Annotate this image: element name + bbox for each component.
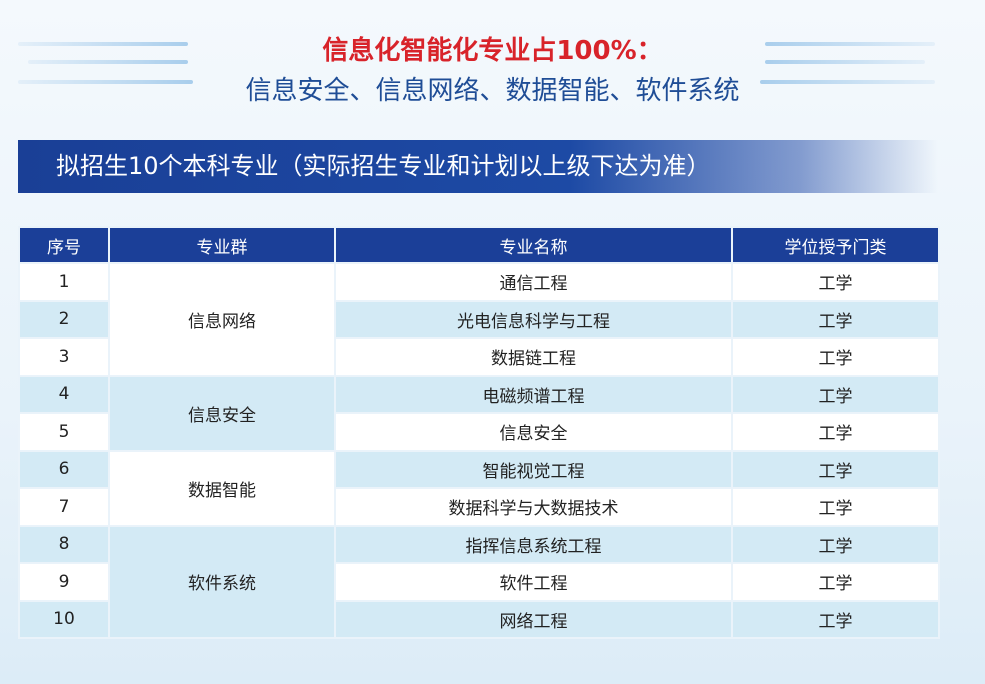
major-name: 软件工程 xyxy=(334,562,733,602)
banner: 拟招生10个本科专业（实际招生专业和计划以上级下达为准） xyxy=(18,140,938,193)
header-row: 序号 专业群 专业名称 学位授予门类 xyxy=(18,226,940,264)
degree-category: 工学 xyxy=(731,562,940,602)
title: 信息化智能化专业占100%： xyxy=(322,36,663,66)
major-name: 光电信息科学与工程 xyxy=(334,299,733,339)
row-number: 8 xyxy=(18,524,110,564)
table-row: 2 光电信息科学与工程 工学 xyxy=(18,299,940,339)
degree-category: 工学 xyxy=(731,487,940,527)
major-name: 通信工程 xyxy=(334,262,733,302)
table-row: 5 信息安全 工学 xyxy=(18,412,940,452)
decor-line xyxy=(765,60,925,64)
majors-table: 序号 专业群 专业名称 学位授予门类 1 信息网络 通信工程 工学 2 光电信息科学与工程 工学 3… xyxy=(18,226,940,639)
row-number: 2 xyxy=(18,299,110,339)
major-name: 信息安全 xyxy=(334,412,733,452)
major-name: 电磁频谱工程 xyxy=(334,374,733,414)
decor-line xyxy=(28,60,188,64)
column-header: 学位授予门类 xyxy=(731,226,940,264)
row-number: 3 xyxy=(18,337,110,377)
row-number: 10 xyxy=(18,599,110,639)
column-header: 专业群 xyxy=(108,226,336,264)
major-name: 网络工程 xyxy=(334,599,733,639)
major-name: 数据科学与大数据技术 xyxy=(334,487,733,527)
table-row: 6 数据智能 智能视觉工程 工学 xyxy=(18,449,940,527)
row-number: 7 xyxy=(18,487,110,527)
degree-category: 工学 xyxy=(731,599,940,639)
degree-category: 工学 xyxy=(731,299,940,339)
table-row: 1 信息网络 通信工程 工学 xyxy=(18,262,940,377)
degree-category: 工学 xyxy=(731,412,940,452)
major-group: 软件系统 xyxy=(108,524,336,639)
major-name: 数据链工程 xyxy=(334,337,733,377)
decor-line xyxy=(18,80,193,84)
table-head: 序号 专业群 专业名称 学位授予门类 xyxy=(18,226,940,264)
table-row: 3 数据链工程 工学 xyxy=(18,337,940,377)
table-row: 9 软件工程 工学 xyxy=(18,562,940,602)
row-number: 1 xyxy=(18,262,110,302)
subtitle: 信息安全、信息网络、数据智能、软件系统 xyxy=(245,76,740,106)
row-number: 9 xyxy=(18,562,110,602)
major-name: 指挥信息系统工程 xyxy=(334,524,733,564)
row-number: 5 xyxy=(18,412,110,452)
table-row: 7 数据科学与大数据技术 工学 xyxy=(18,487,940,527)
decor-line xyxy=(760,80,935,84)
table-row: 8 软件系统 指挥信息系统工程 工学 xyxy=(18,524,940,639)
table-row: 4 信息安全 电磁频谱工程 工学 xyxy=(18,374,940,452)
degree-category: 工学 xyxy=(731,262,940,302)
degree-category: 工学 xyxy=(731,449,940,489)
major-group: 信息安全 xyxy=(108,374,336,452)
decor-line xyxy=(18,42,188,46)
major-group: 信息网络 xyxy=(108,262,336,377)
row-number: 4 xyxy=(18,374,110,414)
column-header: 专业名称 xyxy=(334,226,733,264)
row-number: 6 xyxy=(18,449,110,489)
major-group: 数据智能 xyxy=(108,449,336,527)
column-header: 序号 xyxy=(18,226,110,264)
table-row: 10 网络工程 工学 xyxy=(18,599,940,639)
decor-line xyxy=(765,42,935,46)
table-body: 1 信息网络 通信工程 工学 2 光电信息科学与工程 工学 3 数据链工程 工学 4 信息安全 电磁频谱… xyxy=(18,262,940,639)
degree-category: 工学 xyxy=(731,337,940,377)
degree-category: 工学 xyxy=(731,524,940,564)
major-name: 智能视觉工程 xyxy=(334,449,733,489)
degree-category: 工学 xyxy=(731,374,940,414)
